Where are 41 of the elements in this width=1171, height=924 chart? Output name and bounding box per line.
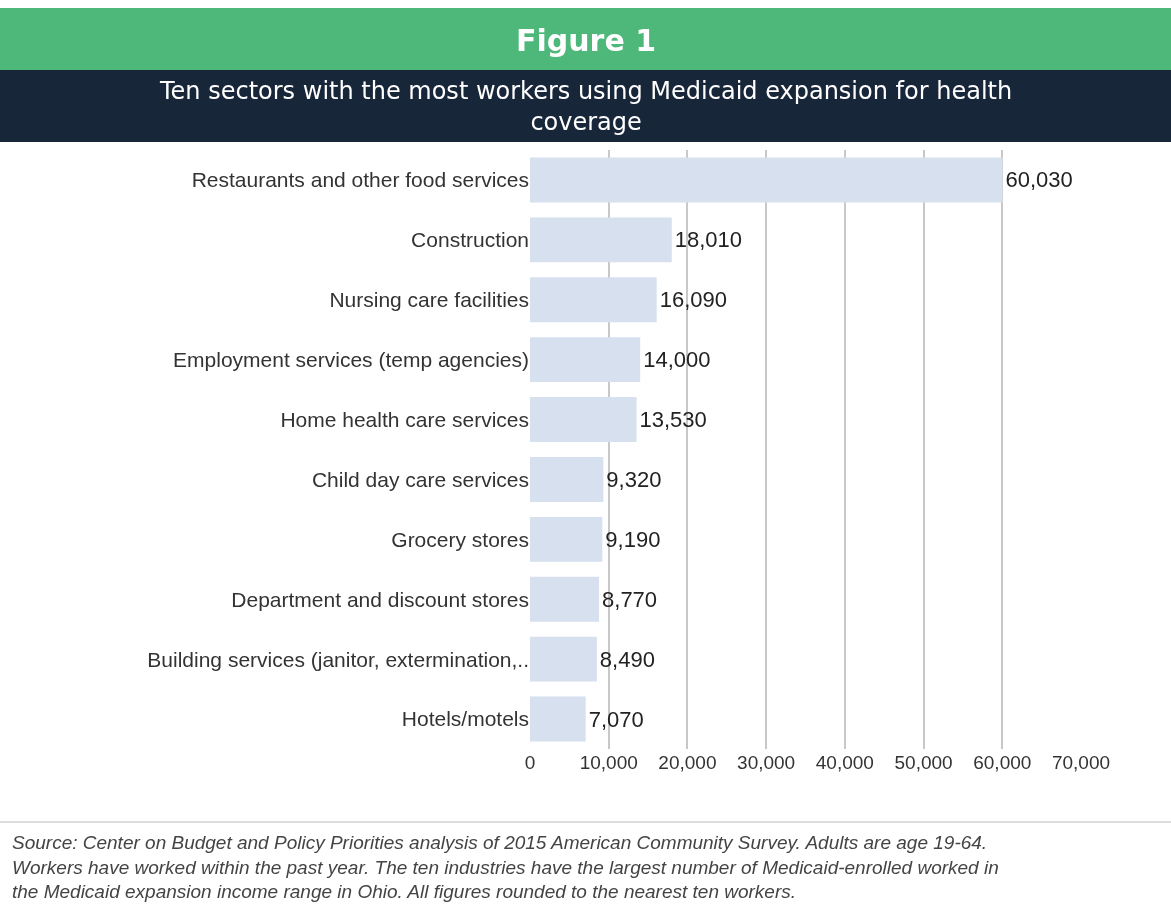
- data-label: 9,320: [606, 466, 662, 492]
- y-tick-label: Building services (janitor, extermination,..: [147, 647, 529, 671]
- bar: [530, 636, 597, 682]
- x-tick-label: 10,000: [579, 752, 638, 773]
- data-label: 13,530: [639, 407, 707, 433]
- data-label: 9,190: [605, 526, 661, 552]
- x-tick-label: 40,000: [815, 752, 874, 773]
- x-tick-label: 50,000: [894, 752, 953, 773]
- bar: [530, 456, 604, 502]
- bar: [530, 576, 600, 622]
- y-tick-label: Home health care services: [280, 407, 529, 431]
- source-note: Source: Center on Budget and Policy Priorities analysis of 2015 American Community Survey. Adults are age 19-64. Workers have worked within the past year. The ten industries have the largest number of Medicaid-enrolled worked in the Medicaid expansion income range in Ohio. All figures rounded to the nearest ten workers.: [12, 832, 999, 903]
- y-tick-label: Employment services (temp agencies): [173, 348, 529, 371]
- y-tick-label: Department and discount stores: [231, 587, 529, 611]
- y-tick-label: Grocery stores: [391, 527, 529, 551]
- data-label: 16,090: [659, 287, 727, 313]
- x-tick-label: 60,000: [973, 752, 1032, 773]
- y-tick-label: Hotels/motels: [401, 707, 529, 731]
- bar: [530, 337, 641, 383]
- data-label: 8,770: [602, 586, 658, 612]
- data-label: 7,070: [588, 706, 644, 732]
- chart-subtitle: Ten sectors with the most workers using Medicaid expansion for health coverage: [159, 77, 1013, 137]
- y-tick-label: Child day care services: [311, 467, 529, 491]
- bar: [530, 217, 672, 263]
- data-label: 18,010: [674, 227, 743, 253]
- x-tick-label: 0: [524, 752, 536, 773]
- bar: [530, 157, 1003, 203]
- x-tick-label: 70,000: [1051, 752, 1111, 773]
- y-tick-label: Construction: [411, 228, 529, 252]
- bar: [530, 516, 603, 562]
- bar: [530, 277, 657, 323]
- x-tick-label: 30,000: [737, 752, 796, 773]
- data-label: 14,000: [643, 347, 711, 373]
- data-label: 60,030: [1005, 167, 1073, 193]
- x-tick-label: 20,000: [658, 752, 717, 773]
- data-label: 8,490: [599, 646, 655, 672]
- bar: [530, 696, 586, 742]
- y-tick-label: Restaurants and other food services: [191, 168, 529, 192]
- chart-title: Figure 1: [516, 23, 657, 58]
- y-tick-label: Nursing care facilities: [329, 288, 529, 312]
- bar: [530, 397, 637, 443]
